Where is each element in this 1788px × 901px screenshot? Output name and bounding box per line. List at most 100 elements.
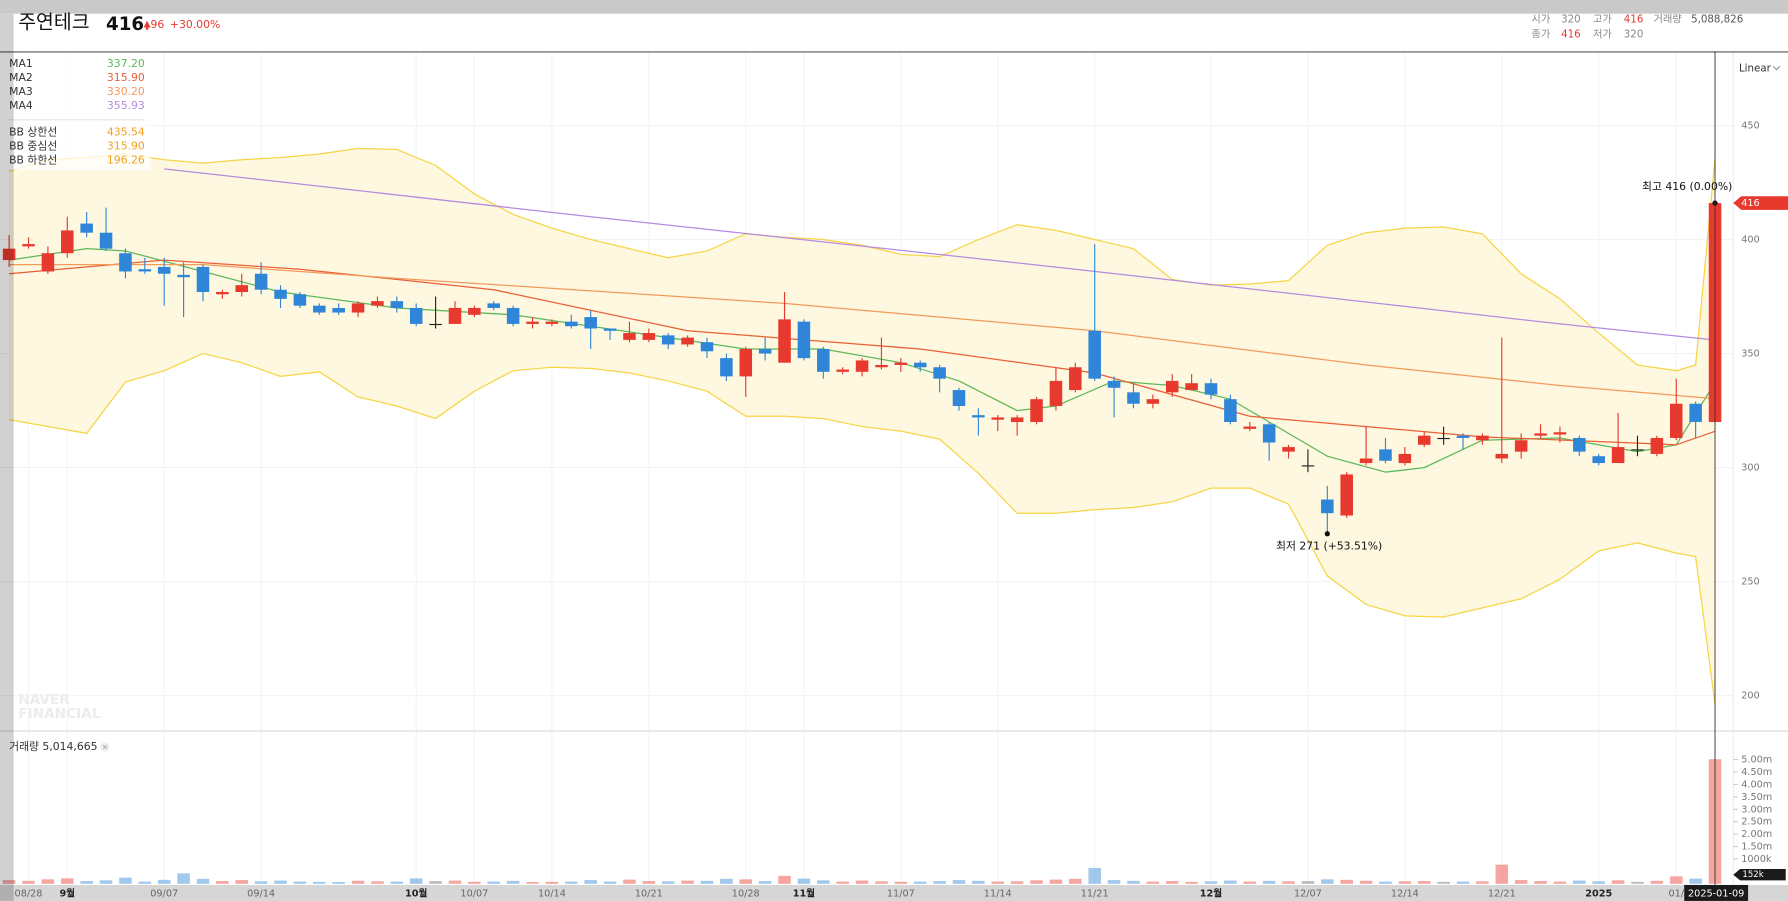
volume-bar (177, 873, 190, 884)
candle-body (603, 328, 617, 331)
legend-name: BB 중심선 (9, 139, 57, 152)
legend-name: MA4 (9, 99, 33, 112)
volume-bar (390, 881, 404, 884)
y-tick-label: 450 (1741, 121, 1760, 132)
candle-body (274, 289, 287, 299)
scale-selector[interactable]: Linear (1739, 62, 1772, 74)
candle-body (332, 307, 345, 313)
indicator-line (9, 259, 1716, 446)
legend-value: 330.20 (107, 85, 145, 98)
volume-bar (875, 881, 888, 884)
candle-body (487, 303, 501, 308)
volume-bar (332, 882, 345, 884)
volume-bar (157, 879, 171, 884)
dropdown-chevron[interactable] (1772, 65, 1781, 71)
volume-bar (1514, 880, 1528, 884)
candle-body (1069, 367, 1082, 391)
candle-body (972, 415, 985, 418)
candle-body (758, 349, 772, 354)
open-label: 시가 (1531, 13, 1550, 25)
candle-body (700, 342, 714, 352)
volume-bar (1495, 864, 1509, 884)
price-change: 96 (151, 18, 165, 31)
candle-body (1204, 383, 1218, 395)
x-tick-label: 09/07 (150, 889, 178, 900)
volume-bar (1592, 881, 1605, 884)
x-tick-label: 10/28 (732, 889, 760, 900)
candle-body (371, 301, 384, 306)
candle-body (2, 248, 16, 261)
candle-body (526, 321, 539, 324)
high-annotation: 최고 416 (0.00%) (1642, 180, 1732, 193)
close-value: 416 (1561, 28, 1581, 40)
candle-body (991, 417, 1005, 420)
legend-name: BB 상한선 (9, 125, 57, 138)
candle-body (1398, 453, 1412, 464)
volume-bar (739, 879, 753, 884)
candle-body (1127, 392, 1140, 404)
candle-body (1553, 432, 1567, 435)
x-tick-label: 12/07 (1294, 889, 1322, 900)
x-tick-label: 10월 (405, 888, 427, 900)
legend-value: 355.93 (107, 99, 145, 112)
candle-body (933, 367, 946, 379)
volume-tick-label: 2.50m (1741, 817, 1772, 828)
volume-bar (855, 880, 869, 884)
last-price-label: 416 (1741, 198, 1760, 209)
volume-label: 거래량 (1653, 13, 1682, 25)
top-frame (0, 0, 1788, 14)
volume-bar (972, 880, 985, 884)
candle-body (1049, 380, 1063, 407)
volume-bar (1534, 881, 1547, 884)
volume-bar (933, 881, 946, 884)
volume-bar (448, 880, 462, 884)
volume-bar (138, 881, 152, 884)
volume-tick-label: 3.50m (1741, 792, 1772, 803)
volume-bar (119, 877, 132, 884)
candle-body (1669, 403, 1683, 438)
volume-bar (623, 879, 636, 884)
candle-body (22, 244, 35, 247)
candle-body (1165, 380, 1179, 393)
candle-body (1107, 380, 1121, 388)
volume-bar (1689, 878, 1702, 884)
volume-bar (700, 880, 714, 884)
x-tick-label: 11/07 (887, 889, 915, 900)
volume-bar (913, 881, 927, 884)
low-annotation: 최저 271 (+53.51%) (1276, 539, 1382, 552)
y-tick-label: 250 (1741, 577, 1760, 588)
volume-bar (1146, 881, 1160, 884)
candle-body (313, 305, 326, 313)
volume-bar (313, 881, 326, 884)
y-tick-label: 300 (1741, 463, 1760, 474)
volume-bar (836, 881, 849, 884)
volume-bar (1417, 881, 1431, 884)
volume-tick-label: 1.50m (1741, 842, 1772, 853)
volume-bar (1553, 881, 1567, 884)
volume-bar (61, 878, 74, 884)
volume-bar (681, 880, 694, 884)
volume-bar (1069, 878, 1082, 884)
volume-bar (468, 881, 481, 884)
volume-bar (1301, 881, 1315, 884)
volume-bar (1650, 880, 1664, 884)
legend-name: BB 하한선 (9, 152, 57, 166)
volume-bar (22, 880, 35, 884)
volume-bar (1359, 880, 1373, 884)
candle-body (196, 266, 210, 292)
volume-bar (661, 881, 675, 884)
x-tick-label: 11/21 (1081, 889, 1109, 900)
y-tick-label: 350 (1741, 349, 1760, 360)
legend-value: 196.26 (107, 153, 145, 166)
crosshair-date: 2025-01-09 (1688, 889, 1744, 900)
candle-body (119, 253, 132, 272)
close-icon-x[interactable] (102, 744, 107, 750)
stock-price: 416 (106, 14, 144, 35)
legend-value: 435.54 (107, 125, 145, 138)
volume-tag (1733, 868, 1786, 881)
candle-body (894, 362, 908, 365)
volume-tick-label: 2.00m (1741, 829, 1772, 840)
legend-background (0, 53, 151, 170)
